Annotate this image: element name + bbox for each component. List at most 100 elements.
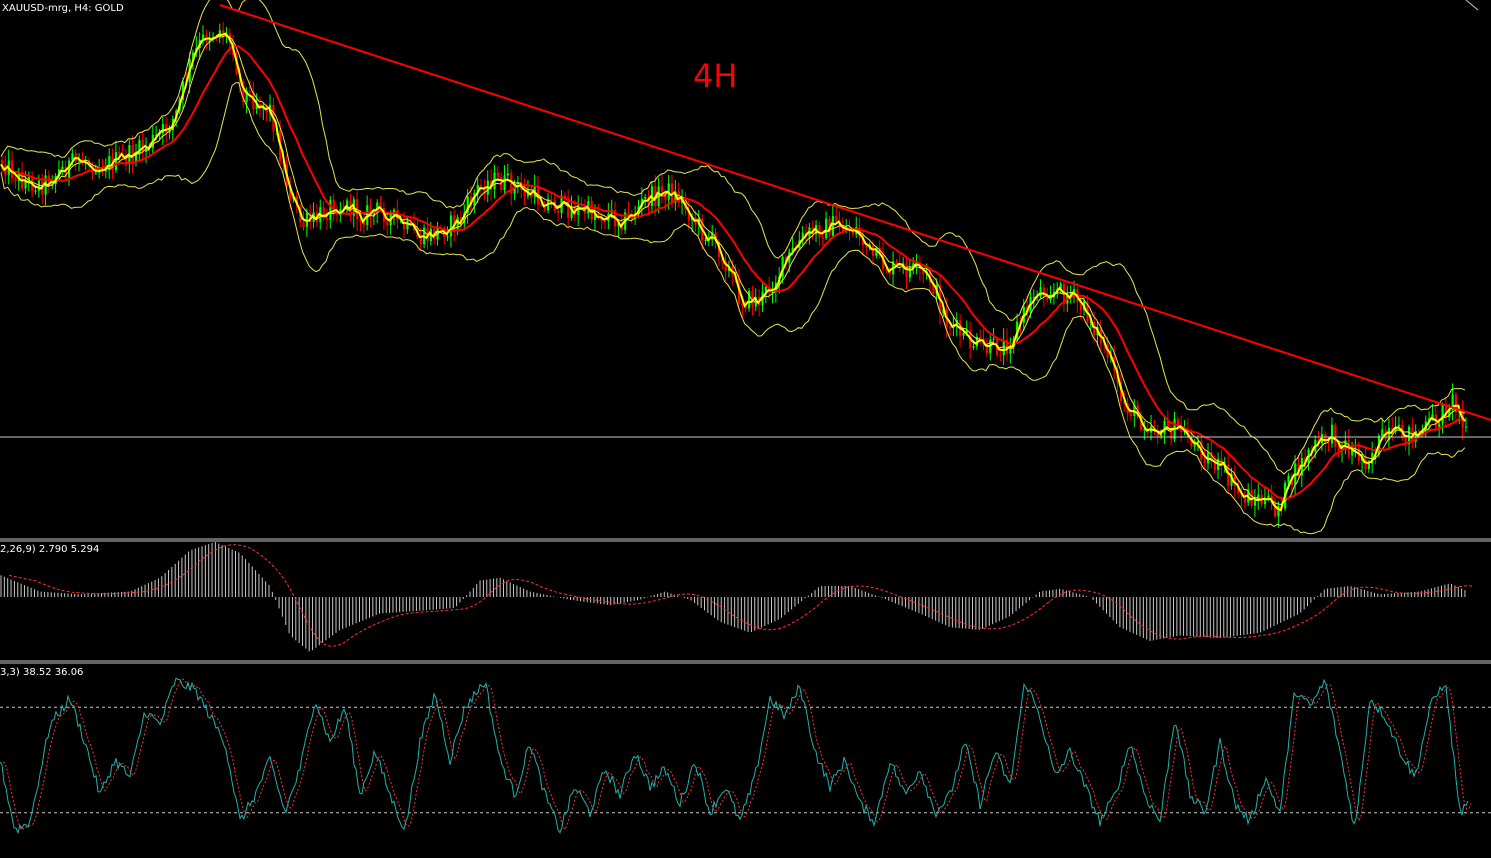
candle-body	[1039, 287, 1042, 297]
candle-body	[1277, 505, 1280, 517]
candle-body	[1, 160, 4, 165]
candle-body	[446, 236, 449, 238]
candle-body	[359, 219, 362, 222]
candle-body	[1253, 499, 1257, 506]
candle-body	[647, 197, 650, 206]
candle-body	[1163, 421, 1166, 434]
price-pane[interactable]	[0, 0, 1491, 535]
candle-body	[644, 197, 647, 199]
candle-body	[875, 248, 878, 256]
candle-body	[898, 264, 901, 266]
candle-body	[124, 155, 128, 165]
candle-body	[704, 239, 707, 241]
bollinger-lower-line	[0, 82, 1466, 535]
candle-body	[922, 268, 925, 274]
candle-body	[972, 346, 975, 348]
candle-body	[1397, 424, 1401, 427]
macd-pane[interactable]	[0, 542, 1473, 652]
candle-body	[332, 199, 335, 215]
candle-body	[24, 180, 27, 189]
candle-body	[1129, 412, 1133, 417]
candle-body	[114, 152, 118, 171]
candle-body	[1059, 283, 1062, 289]
candle-body	[362, 221, 365, 225]
candle-body	[724, 260, 727, 272]
candle-body	[677, 191, 680, 204]
candle-body	[965, 330, 968, 333]
candle-body	[71, 153, 74, 161]
candle-body	[1257, 494, 1260, 500]
candle-body	[1267, 495, 1270, 498]
moving-average-fast-line	[0, 32, 1466, 512]
candle-body	[480, 184, 483, 187]
candle-body	[550, 199, 553, 201]
candle-body	[1203, 459, 1206, 464]
candle-body	[1418, 430, 1421, 434]
candle-body	[543, 204, 546, 211]
candle-body	[627, 212, 630, 215]
candle-body	[289, 186, 292, 200]
candle-body	[74, 153, 77, 161]
candle-body	[1324, 433, 1327, 443]
candle-body	[617, 223, 620, 227]
candle-body	[848, 226, 851, 231]
candle-body	[1431, 414, 1434, 419]
candle-body	[506, 173, 510, 176]
candle-body	[932, 282, 935, 294]
candle-body	[1351, 448, 1354, 456]
candle-body	[1213, 461, 1216, 470]
candle-body	[523, 189, 526, 197]
candle-body	[567, 197, 570, 218]
candle-body	[992, 338, 995, 340]
candle-body	[1237, 486, 1240, 494]
candle-body	[208, 38, 211, 42]
candle-body	[503, 175, 506, 191]
bollinger-upper-line	[0, 0, 1466, 475]
candle-body	[671, 183, 674, 203]
candle-body	[322, 207, 325, 219]
candle-body	[905, 263, 908, 278]
trendline	[219, 4, 1491, 421]
candle-body	[580, 205, 583, 207]
candle-body	[825, 218, 828, 238]
candle-body	[131, 145, 134, 162]
candle-body	[1230, 473, 1233, 486]
candle-body	[999, 354, 1002, 356]
candle-body	[513, 184, 516, 194]
candle-body	[955, 320, 958, 327]
stochastic-main-line	[0, 677, 1469, 835]
candle-body	[118, 152, 121, 155]
candle-body	[557, 210, 560, 213]
candle-body	[138, 139, 141, 155]
shift-marker-icon	[1465, 0, 1479, 11]
candle-body	[255, 104, 258, 109]
candle-body	[1123, 400, 1126, 404]
stochastic-signal-line	[2, 678, 1472, 831]
candle-body	[741, 303, 744, 306]
candle-body	[1009, 346, 1012, 354]
candle-body	[366, 205, 369, 225]
bollinger-middle-line	[0, 35, 1466, 506]
candle-body	[191, 52, 195, 59]
candle-body	[1042, 287, 1046, 296]
candle-body	[1193, 443, 1196, 447]
candle-body	[496, 172, 499, 178]
candle-body	[376, 202, 379, 212]
candle-body	[861, 237, 865, 245]
candle-body	[764, 286, 767, 292]
candle-body	[1274, 503, 1277, 517]
candle-body	[784, 256, 788, 263]
candle-body	[664, 191, 667, 200]
candle-body	[463, 212, 466, 224]
chart-title: XAUUSD-mrg, H4: GOLD	[2, 3, 124, 14]
stochastic-pane[interactable]	[0, 677, 1491, 835]
candle-body	[949, 326, 952, 328]
candle-body	[1404, 438, 1407, 445]
candle-body	[660, 186, 664, 192]
candle-body	[135, 154, 138, 162]
candle-body	[751, 290, 754, 307]
candle-body	[68, 160, 71, 178]
candle-body	[818, 224, 821, 238]
